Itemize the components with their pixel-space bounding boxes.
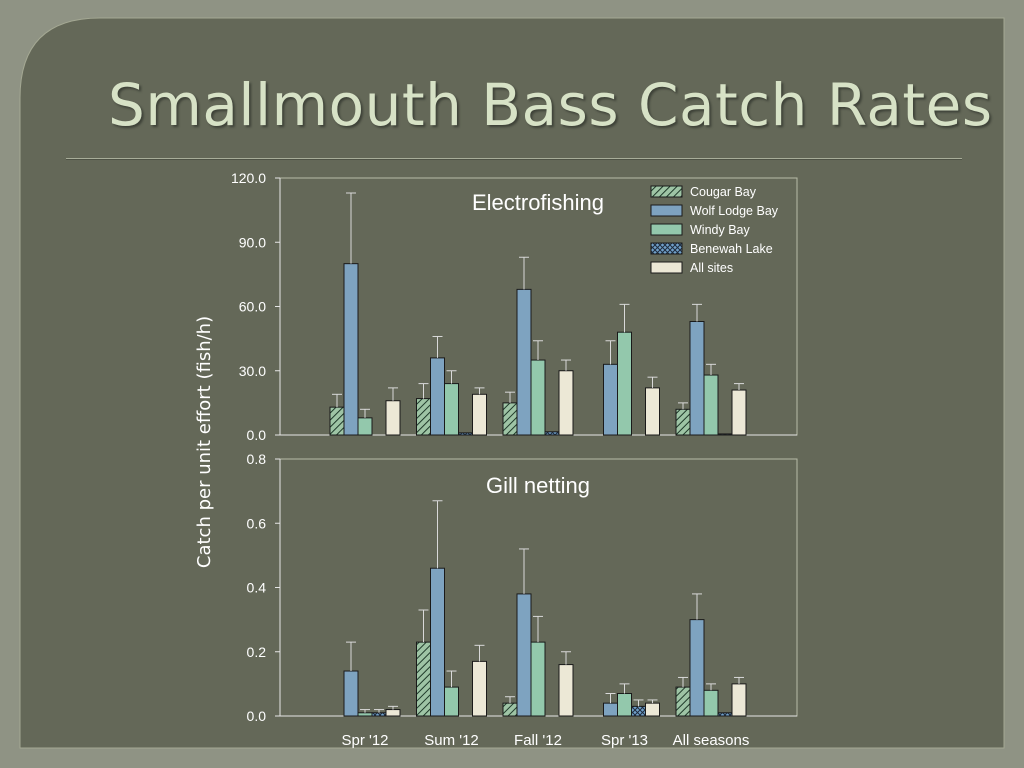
gill-netting-y-tick-label: 0.4 xyxy=(247,580,267,596)
electrofishing-bar-all-sites-spr-12 xyxy=(385,400,401,436)
electrofishing-bar-all-sites-fall-12 xyxy=(558,370,574,436)
y-axis-label: Catch per unit effort (fish/h) xyxy=(194,316,215,568)
gill-netting-bar-wolf-lodge-bay-fall-12 xyxy=(516,593,532,717)
gill-netting-bar-all-sites-spr-12 xyxy=(385,709,401,717)
x-tick-label-all-seasons: All seasons xyxy=(673,732,750,749)
gill-netting-bar-all-sites-sum-12 xyxy=(472,660,487,717)
gill-netting-y-tick-label: 0.0 xyxy=(247,708,267,724)
x-tick-label-sum-12: Sum '12 xyxy=(424,732,479,749)
electrofishing-panel-title: Electrofishing xyxy=(472,190,604,215)
electrofishing-bar-windy-bay-sum-12 xyxy=(444,383,459,436)
legend: Cougar Bay Wolf Lodge Bay Windy Bay Benewah… xyxy=(650,185,779,275)
gill-netting-bar-all-sites-spr-13 xyxy=(645,702,660,717)
electrofishing-y-tick-label: 0.0 xyxy=(247,427,267,443)
legend-label-all-sites: All sites xyxy=(690,261,733,275)
legend-swatch-benewah-lake xyxy=(650,242,683,255)
electrofishing-panel: 0.0 30.0 60.0 90.0 120.0 Electrofishing xyxy=(231,170,798,443)
electrofishing-bar-cougar-bay-sum-12 xyxy=(416,398,431,436)
gill-netting-bar-cougar-bay-sum-12 xyxy=(416,641,431,717)
legend-swatch-windy-bay xyxy=(650,223,683,236)
gill-netting-bar-wolf-lodge-bay-all-seasons xyxy=(689,619,705,717)
electrofishing-bar-windy-bay-fall-12 xyxy=(530,359,546,436)
electrofishing-bar-cougar-bay-fall-12 xyxy=(502,402,518,436)
gill-netting-bar-benewah-lake-spr-13 xyxy=(631,705,646,717)
legend-label-windy-bay: Windy Bay xyxy=(690,223,750,237)
electrofishing-y-tick-label: 90.0 xyxy=(239,234,266,250)
legend-swatch-all-sites xyxy=(650,261,683,274)
electrofishing-y-tick-label: 60.0 xyxy=(239,299,266,315)
gill-netting-bar-windy-bay-sum-12 xyxy=(444,686,459,717)
electrofishing-bar-all-sites-all-seasons xyxy=(731,389,747,436)
x-axis-category-labels: Spr '12 Sum '12 Fall '12 Spr '13 All seasons xyxy=(341,732,749,749)
x-tick-label-spr-12: Spr '12 xyxy=(341,732,388,749)
electrofishing-bar-windy-bay-spr-13 xyxy=(617,331,632,436)
electrofishing-bar-all-sites-sum-12 xyxy=(472,393,487,436)
gill-netting-bar-benewah-lake-all-seasons xyxy=(717,712,733,717)
gill-netting-bar-all-sites-all-seasons xyxy=(731,683,747,717)
gill-netting-panel-title: Gill netting xyxy=(486,473,590,498)
electrofishing-y-tick-label: 120.0 xyxy=(231,170,266,186)
gill-netting-bar-wolf-lodge-bay-sum-12 xyxy=(430,567,445,717)
electrofishing-bar-cougar-bay-spr-12 xyxy=(329,406,345,436)
slide-panel xyxy=(19,17,1005,749)
electrofishing-bar-wolf-lodge-bay-all-seasons xyxy=(689,320,705,436)
electrofishing-bar-wolf-lodge-bay-spr-12 xyxy=(343,263,359,436)
electrofishing-bar-wolf-lodge-bay-fall-12 xyxy=(516,288,532,436)
gill-netting-bar-cougar-bay-fall-12 xyxy=(502,702,518,717)
electrofishing-bar-wolf-lodge-bay-sum-12 xyxy=(430,357,445,436)
x-tick-label-fall-12: Fall '12 xyxy=(514,732,562,749)
electrofishing-bar-all-sites-spr-13 xyxy=(645,387,660,436)
electrofishing-bar-windy-bay-spr-12 xyxy=(357,417,373,436)
gill-netting-bar-benewah-lake-spr-12 xyxy=(371,712,387,717)
legend-label-wolf-lodge-bay: Wolf Lodge Bay xyxy=(690,204,779,218)
electrofishing-bar-windy-bay-all-seasons xyxy=(703,374,719,436)
x-tick-label-spr-13: Spr '13 xyxy=(601,732,648,749)
legend-swatch-wolf-lodge-bay xyxy=(650,204,683,217)
electrofishing-bar-wolf-lodge-bay-spr-13 xyxy=(603,363,618,436)
gill-netting-y-tick-label: 0.8 xyxy=(247,451,267,467)
gill-netting-y-tick-label: 0.2 xyxy=(247,644,267,660)
gill-netting-bar-wolf-lodge-bay-spr-12 xyxy=(343,670,359,717)
legend-swatch-cougar-bay xyxy=(650,185,683,198)
electrofishing-bar-benewah-lake-fall-12 xyxy=(544,431,560,436)
electrofishing-bar-benewah-lake-all-seasons xyxy=(717,433,733,436)
slide-title: Smallmouth Bass Catch Rates xyxy=(108,71,993,139)
gill-netting-bar-windy-bay-spr-12 xyxy=(357,712,373,717)
electrofishing-bar-benewah-lake-sum-12 xyxy=(458,432,473,436)
title-divider xyxy=(66,158,962,160)
gill-netting-bar-windy-bay-spr-13 xyxy=(617,693,632,717)
gill-netting-y-tick-label: 0.6 xyxy=(247,515,267,531)
legend-label-cougar-bay: Cougar Bay xyxy=(690,185,757,199)
gill-netting-bar-all-sites-fall-12 xyxy=(558,664,574,717)
gill-netting-panel: 0.0 0.2 0.4 0.6 0.8 Gill netting xyxy=(247,451,798,724)
legend-label-benewah-lake: Benewah Lake xyxy=(690,242,773,256)
gill-netting-bar-windy-bay-fall-12 xyxy=(530,641,546,717)
gill-netting-bar-windy-bay-all-seasons xyxy=(703,689,719,717)
gill-netting-bar-cougar-bay-all-seasons xyxy=(675,686,691,717)
electrofishing-bar-cougar-bay-all-seasons xyxy=(675,408,691,436)
gill-netting-bar-wolf-lodge-bay-spr-13 xyxy=(603,702,618,717)
electrofishing-y-tick-label: 30.0 xyxy=(239,363,266,379)
